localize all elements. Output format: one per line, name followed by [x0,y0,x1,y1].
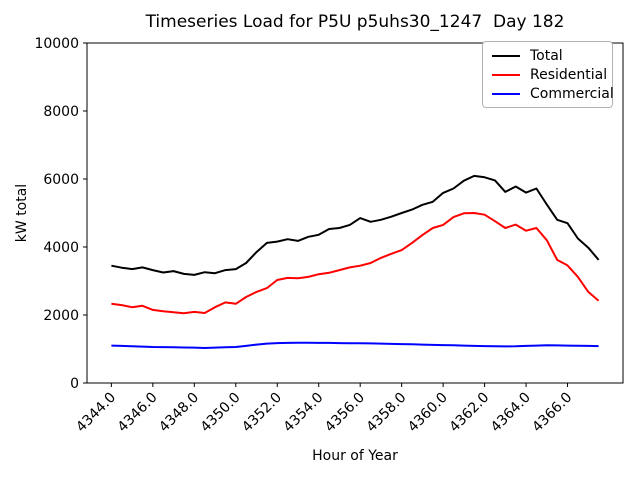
legend-item-residential: Residential [492,67,607,83]
x-tick-label: 4354.0 [281,390,327,436]
x-tick-label: 4350.0 [198,390,244,436]
y-tick-label: 4000 [43,240,79,256]
x-tick-label: 4364.0 [488,390,534,436]
y-tick-label: 2000 [43,308,79,324]
legend-line-total [492,54,520,57]
x-tick-label: 4356.0 [322,390,368,436]
legend-item-commercial: Commercial [492,86,614,102]
x-tick-label: 4360.0 [405,390,451,436]
chart-title: Timeseries Load for P5U p5uhs30_1247 Day… [145,12,565,32]
x-tick-label: 4352.0 [239,390,285,436]
x-tick-label: 4358.0 [364,390,410,436]
y-tick-label: 6000 [43,172,79,188]
y-tick-label: 8000 [43,104,79,120]
series-line-total [111,174,600,276]
x-tick-label: 4346.0 [115,390,161,436]
series-line-residential [111,212,600,315]
x-tick-label: 4344.0 [73,390,119,436]
legend-line-residential [492,73,520,76]
legend-label-commercial: Commercial [530,85,614,102]
y-tick-label: 0 [70,376,79,392]
series-line-commercial [111,341,599,349]
y-axis-label: kW total [14,183,30,243]
axes-frame [86,42,624,384]
legend-line-commercial [492,92,520,95]
x-tick-label: 4366.0 [529,390,575,436]
legend: Total Residential Commercial [482,41,614,108]
x-tick-label: 4348.0 [156,390,202,436]
legend-label-residential: Residential [530,66,608,83]
x-axis-label: Hour of Year [312,448,398,464]
x-tick-label: 4362.0 [446,390,492,436]
legend-item-total: Total [492,48,603,64]
y-tick-label: 10000 [34,36,79,52]
legend-label-total: Total [530,47,563,64]
